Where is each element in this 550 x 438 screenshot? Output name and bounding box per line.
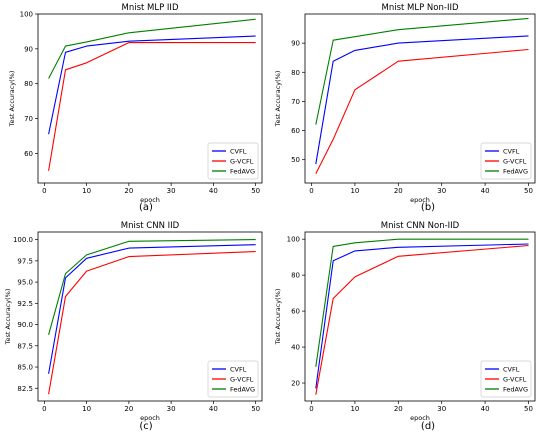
chart-2-x-tick-label: 0 (309, 187, 313, 195)
chart-2-title: Mnist MLP Non-IID (381, 3, 458, 13)
chart-4-x-tick-label: 50 (524, 405, 533, 413)
chart-4-x-tick-label: 40 (481, 405, 490, 413)
chart-2-x-tick-label: 30 (437, 187, 446, 195)
chart-4-x-tick-label: 0 (309, 405, 313, 413)
chart-3-y-tick-label: 85.0 (17, 364, 33, 372)
chart-2-x-tick-label: 50 (524, 187, 533, 195)
chart-2-y-tick-label: 60 (291, 127, 300, 135)
chart-1-x-tick-label: 50 (251, 187, 260, 195)
chart-1-y-tick-label: 100 (20, 11, 33, 19)
chart-2-legend (480, 142, 532, 180)
chart-3-series-fedavg (48, 239, 256, 335)
chart-4-y-axis-label: Test Accuracy(%) (274, 289, 282, 346)
chart-1-caption: (a) (139, 202, 153, 213)
chart-4-legend-label: CVFL (503, 366, 520, 374)
chart-4-title: Mnist CNN Non-IID (381, 221, 460, 231)
chart-4-series-cvfl (315, 243, 529, 389)
chart-2-series-cvfl (315, 35, 529, 165)
chart-3-caption: (c) (139, 421, 152, 432)
chart-1-series-fedavg (48, 18, 256, 79)
chart-1-x-axis-label: epoch (140, 196, 160, 204)
chart-1-legend-label: FedAVG (230, 168, 255, 176)
chart-1-frame (37, 13, 263, 184)
chart-3-y-axis-label: Test Accuracy(%) (4, 289, 12, 346)
chart-4-y-tick-label: 80 (291, 272, 300, 280)
chart-2-x-tick-label: 20 (394, 187, 403, 195)
chart-1-series-cvfl (48, 35, 256, 135)
chart-3-legend-label: G-VCFL (230, 376, 254, 384)
chart-2-y-axis-label: Test Accuracy(%) (274, 71, 282, 128)
chart-4-x-tick-label: 20 (394, 405, 403, 413)
chart-3-x-tick-label: 20 (124, 405, 133, 413)
chart-3-x-tick-label: 10 (82, 405, 91, 413)
chart-4-legend-label: G-VCFL (503, 376, 527, 384)
chart-3-y-tick-label: 97.5 (17, 257, 33, 265)
chart-1-series-g-vcfl (48, 42, 256, 171)
chart-3-x-axis-label: epoch (140, 414, 160, 422)
chart-4-series-fedavg (315, 238, 529, 367)
chart-2-y-tick-label: 50 (291, 156, 300, 164)
chart-2-legend-label: FedAVG (503, 168, 528, 176)
chart-1-x-tick-label: 0 (42, 187, 46, 195)
chart-2-y-tick-label: 70 (291, 98, 300, 106)
chart-1-y-tick-label: 70 (24, 115, 33, 123)
chart-2-legend-label: G-VCFL (503, 158, 527, 166)
chart-1-x-tick-label: 20 (124, 187, 133, 195)
chart-3-x-tick-label: 50 (251, 405, 260, 413)
chart-2-frame (304, 13, 536, 184)
chart-4-x-axis-label: epoch (410, 414, 430, 422)
chart-2-x-axis-label: epoch (410, 196, 430, 204)
chart-4-frame (304, 231, 536, 402)
chart-3-x-tick-label: 30 (167, 405, 176, 413)
chart-3-y-tick-label: 95.0 (17, 279, 33, 287)
chart-3-title: Mnist CNN IID (121, 221, 180, 231)
chart-3-y-tick-label: 82.5 (17, 385, 33, 393)
chart-3-y-tick-label: 87.5 (17, 342, 33, 350)
chart-4-caption: (d) (421, 421, 435, 432)
chart-3-y-tick-label: 90.0 (17, 321, 33, 329)
chart-4-series-g-vcfl (315, 244, 529, 395)
chart-4-legend (480, 360, 532, 398)
chart-3-legend (207, 360, 259, 398)
chart-2-legend-label: CVFL (503, 148, 520, 156)
chart-4-y-tick-label: 60 (291, 308, 300, 316)
chart-1-y-axis-label: Test Accuracy(%) (8, 71, 16, 128)
chart-2-y-tick-label: 80 (291, 69, 300, 77)
chart-4-x-tick-label: 30 (437, 405, 446, 413)
chart-3-legend-label: FedAVG (230, 386, 255, 394)
chart-2-x-tick-label: 10 (350, 187, 359, 195)
chart-3-series-cvfl (48, 244, 256, 374)
chart-3-series-g-vcfl (48, 250, 256, 395)
chart-4-y-tick-label: 40 (291, 344, 300, 352)
chart-1-y-tick-label: 60 (24, 150, 33, 158)
chart-3-y-tick-label: 92.5 (17, 300, 33, 308)
chart-2-series-fedavg (315, 17, 529, 125)
chart-3-frame (37, 231, 263, 402)
chart-4-y-tick-label: 20 (291, 380, 300, 388)
chart-1-x-tick-label: 30 (167, 187, 176, 195)
chart-4-x-tick-label: 10 (350, 405, 359, 413)
chart-3-y-tick-label: 100.0 (13, 236, 33, 244)
chart-1-y-tick-label: 90 (24, 45, 33, 53)
chart-1-legend-label: G-VCFL (230, 158, 254, 166)
chart-2-x-tick-label: 40 (481, 187, 490, 195)
chart-4-legend-label: FedAVG (503, 386, 528, 394)
chart-3-x-tick-label: 40 (209, 405, 218, 413)
chart-3-legend-label: CVFL (230, 366, 247, 374)
chart-1-x-tick-label: 10 (82, 187, 91, 195)
chart-4-y-tick-label: 100 (287, 236, 300, 244)
chart-2-caption: (b) (421, 202, 435, 213)
chart-1-y-tick-label: 80 (24, 80, 33, 88)
chart-1-legend (207, 142, 259, 180)
chart-1-x-tick-label: 40 (209, 187, 218, 195)
chart-3-x-tick-label: 0 (42, 405, 46, 413)
chart-1-title: Mnist MLP IID (121, 3, 178, 13)
chart-2-y-tick-label: 90 (291, 40, 300, 48)
chart-1-legend-label: CVFL (230, 148, 247, 156)
chart-2-series-g-vcfl (315, 48, 529, 174)
